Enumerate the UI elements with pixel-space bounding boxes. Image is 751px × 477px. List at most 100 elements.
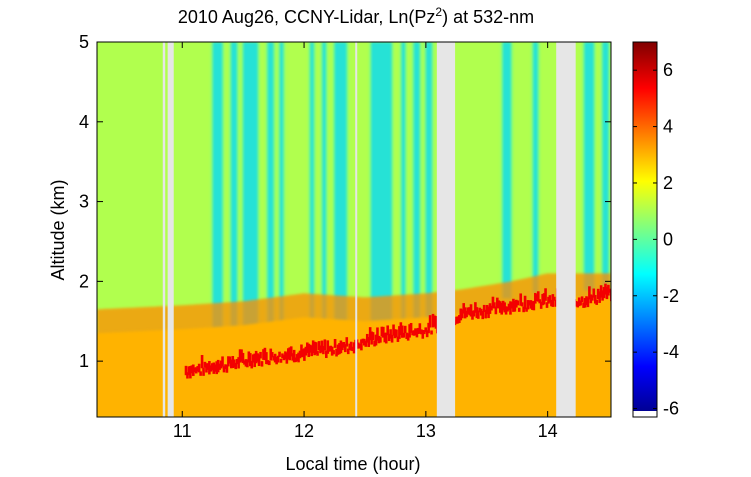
cloud-cell [251, 354, 255, 363]
cloud-cell [479, 308, 483, 316]
cloud-cell [284, 351, 287, 360]
cloud-cell [522, 306, 525, 313]
cloud-cell [287, 348, 290, 360]
cloud-cell [240, 349, 243, 362]
attenuation-halo [411, 42, 422, 323]
cloud-cell [379, 337, 382, 343]
cloud-cell [411, 330, 414, 336]
x-tick-label: 13 [416, 421, 436, 441]
cloud-cell [346, 348, 350, 355]
x-tick-label: 12 [294, 421, 314, 441]
cloud-cell [577, 297, 581, 307]
cloud-cell [532, 300, 536, 311]
cloud-cell [273, 353, 277, 363]
attenuation-halo [369, 42, 394, 329]
colorbar: 6 4 2 0 -2 -4 -6 [632, 41, 679, 419]
colorbar-tick-label: -6 [663, 399, 679, 419]
cloud-cell [225, 364, 229, 373]
cloud-cell [414, 328, 417, 336]
boundary-layer [97, 297, 611, 417]
cloud-cell [471, 310, 474, 320]
attenuation-halo [308, 42, 316, 344]
cloud-cell [365, 333, 369, 343]
cloud-cell [599, 285, 603, 298]
cloud-cell [336, 344, 340, 355]
cloud-cell [604, 283, 607, 295]
cloud-cell [187, 366, 191, 376]
cloud-cell [402, 332, 406, 338]
cloud-cell [311, 340, 315, 354]
cloud-cell [405, 332, 408, 339]
cloud-cell [213, 364, 217, 372]
cloud-cell [265, 352, 268, 365]
cloud-cell [392, 324, 395, 336]
cloud-cell [332, 350, 335, 355]
cloud-cell [579, 300, 582, 306]
cloud-cell [393, 329, 397, 339]
cloud-cell [535, 294, 539, 301]
attenuation-halo [423, 42, 434, 320]
y-tick-label: 4 [79, 112, 89, 132]
cloud-cell [536, 291, 540, 302]
cloud-cell [260, 361, 264, 367]
cloud-cell [598, 291, 601, 303]
cloud-cell [219, 360, 223, 369]
cloud-cell [304, 346, 308, 356]
cloud-cell [256, 353, 259, 362]
cloud-cell [307, 343, 311, 357]
y-tick-label: 5 [79, 32, 89, 52]
plot-frame [96, 41, 612, 418]
cloud-cell [361, 338, 365, 343]
cloud-cell [281, 353, 284, 359]
cloud-cell [513, 300, 517, 312]
cloud-cell [539, 301, 543, 309]
cloud-cell [510, 302, 514, 309]
cloud-cell [428, 315, 432, 328]
cloud-cell [246, 359, 249, 368]
cloud-cell [525, 307, 528, 312]
cloud-cell [209, 365, 213, 372]
cloud-cell [249, 353, 252, 367]
data-gap [556, 42, 576, 417]
attenuation-halo [600, 42, 611, 287]
cloud-cell [591, 295, 594, 301]
cloud-cell [330, 346, 334, 356]
cloud-cell [409, 322, 413, 333]
cloud-cell [289, 346, 293, 357]
cloud-cell [417, 327, 420, 334]
cloud-cell [412, 330, 416, 336]
cloud-cell [592, 288, 596, 298]
cloud-cell [583, 297, 587, 308]
cloud-cell [484, 309, 487, 319]
colorbar-frame [632, 41, 658, 418]
cloud-cell [205, 363, 208, 373]
cloud-cell [235, 358, 239, 365]
cloud-cell [488, 303, 492, 314]
cloud-cell [542, 293, 546, 305]
cloud-cell [395, 329, 398, 338]
cloud-cell [541, 293, 544, 306]
cloud-cell [497, 300, 501, 309]
cloud-cell [386, 325, 389, 336]
cloud-cell [237, 357, 240, 369]
cloud-cell [494, 306, 498, 315]
colorbar-tick-label: 2 [663, 173, 673, 193]
cloud-cell [344, 344, 347, 353]
cloud-cell [310, 345, 313, 357]
cloud-cell [203, 361, 207, 368]
cloud-cell [485, 304, 489, 315]
cloud-cell [206, 363, 210, 370]
cloud-cell [244, 359, 248, 367]
cloud-cell [430, 330, 433, 335]
cloud-cell [433, 315, 436, 327]
cloud-cell [194, 367, 198, 374]
cloud-cell [399, 322, 403, 336]
cloud-cell [551, 294, 555, 307]
cloud-cell [496, 297, 499, 309]
cloud-cell [230, 359, 233, 369]
x-tick-label: 11 [173, 421, 192, 441]
cloud-cell [490, 305, 493, 311]
cloud-cell [420, 329, 423, 335]
attenuation-streaks [210, 42, 611, 358]
x-axis-label: Local time (hour) [285, 454, 420, 474]
